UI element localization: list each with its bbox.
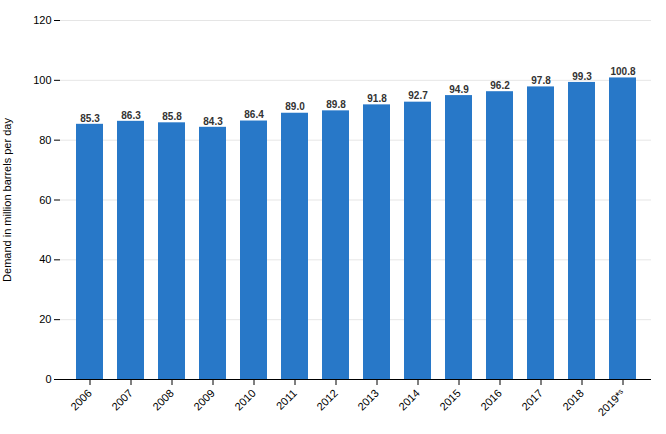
svg-text:97.8: 97.8 bbox=[531, 75, 551, 86]
svg-text:2006: 2006 bbox=[68, 387, 94, 413]
svg-text:60: 60 bbox=[39, 194, 51, 206]
svg-text:2010: 2010 bbox=[232, 387, 258, 413]
svg-text:20: 20 bbox=[39, 313, 51, 325]
svg-text:80: 80 bbox=[39, 134, 51, 146]
svg-text:99.3: 99.3 bbox=[572, 71, 592, 82]
svg-text:2008: 2008 bbox=[150, 387, 176, 413]
svg-text:2018: 2018 bbox=[560, 387, 586, 413]
svg-text:2012: 2012 bbox=[314, 387, 340, 413]
svg-text:89.8: 89.8 bbox=[326, 99, 346, 110]
svg-text:85.3: 85.3 bbox=[80, 113, 100, 124]
svg-text:92.7: 92.7 bbox=[408, 90, 428, 101]
svg-text:86.4: 86.4 bbox=[244, 109, 264, 120]
svg-text:85.8: 85.8 bbox=[162, 111, 182, 122]
svg-text:0: 0 bbox=[45, 373, 51, 385]
svg-text:2013: 2013 bbox=[355, 387, 381, 413]
svg-text:2011: 2011 bbox=[274, 387, 299, 412]
svg-text:2015: 2015 bbox=[437, 387, 463, 413]
svg-text:120: 120 bbox=[33, 14, 51, 26]
svg-text:100: 100 bbox=[33, 74, 51, 86]
svg-text:2019*ˢ: 2019*ˢ bbox=[595, 387, 627, 419]
svg-text:2017: 2017 bbox=[519, 387, 545, 413]
svg-text:2009: 2009 bbox=[191, 387, 217, 413]
svg-text:2007: 2007 bbox=[109, 387, 135, 413]
svg-text:2014: 2014 bbox=[396, 387, 422, 413]
svg-text:2016: 2016 bbox=[478, 387, 504, 413]
svg-text:Demand in million barrels per: Demand in million barrels per day bbox=[1, 118, 13, 282]
svg-text:86.3: 86.3 bbox=[121, 110, 141, 121]
svg-text:96.2: 96.2 bbox=[490, 80, 510, 91]
svg-text:40: 40 bbox=[39, 253, 51, 265]
svg-text:89.0: 89.0 bbox=[285, 101, 305, 112]
svg-text:100.8: 100.8 bbox=[610, 66, 635, 77]
svg-text:94.9: 94.9 bbox=[449, 84, 469, 95]
svg-text:84.3: 84.3 bbox=[203, 116, 223, 127]
svg-text:91.8: 91.8 bbox=[367, 93, 387, 104]
